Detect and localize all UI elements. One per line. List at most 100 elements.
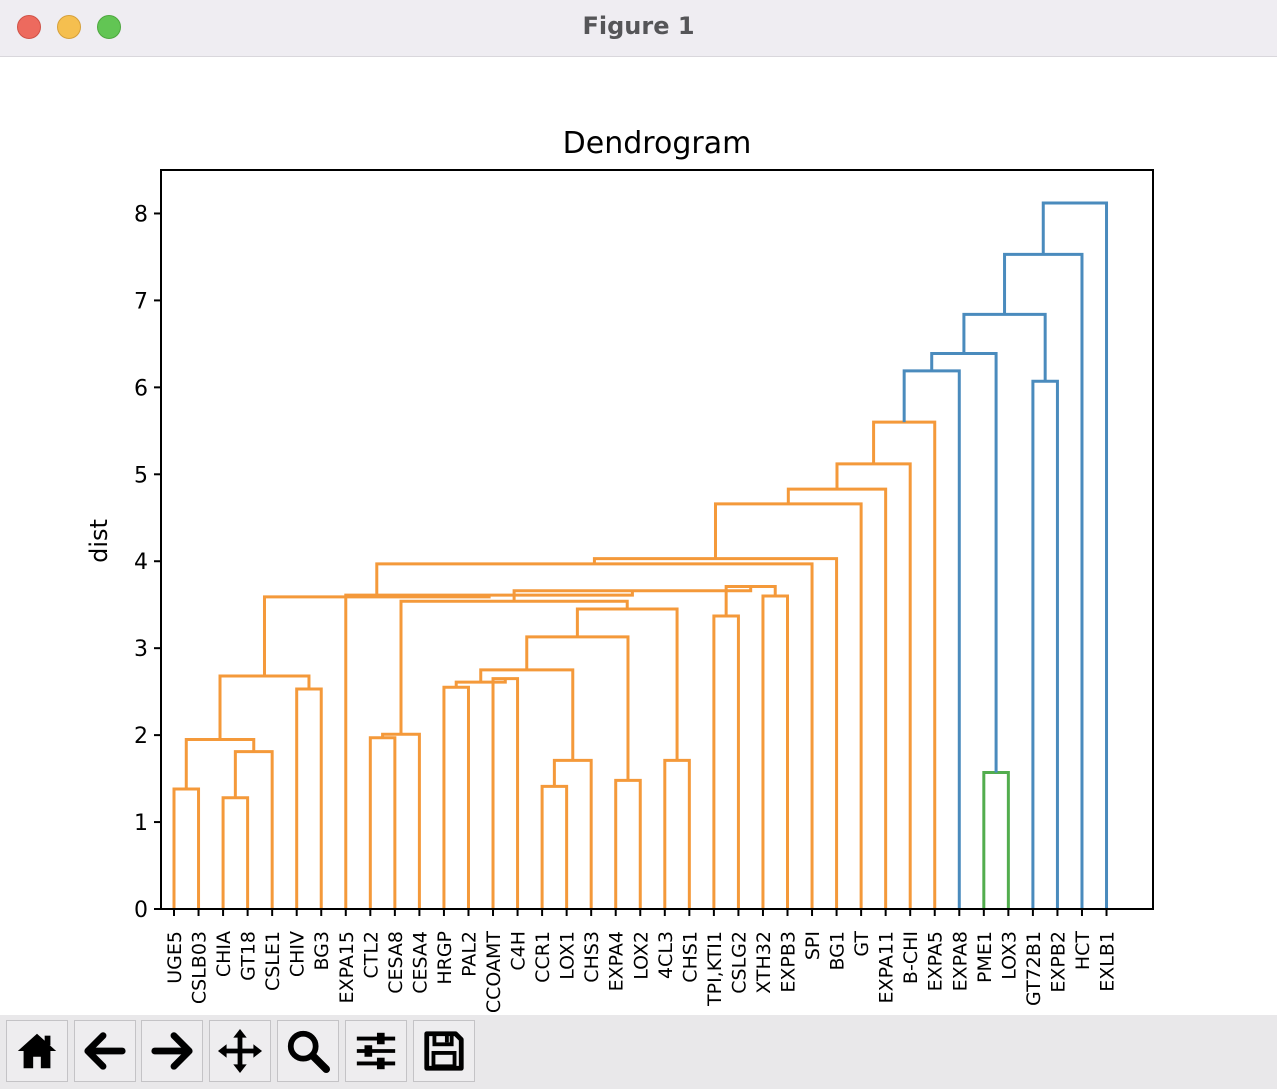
zoom-window-button[interactable] [97, 15, 121, 39]
dendrogram-link [575, 607, 679, 761]
dendrogram-link [592, 557, 839, 909]
save-button[interactable] [413, 1020, 475, 1082]
x-tick-label: CHS3 [581, 931, 603, 983]
x-tick-label: CSLE1 [262, 931, 284, 991]
x-tick-label: 4CL3 [655, 931, 677, 979]
x-tick-label: CSLB03 [189, 931, 211, 1004]
x-tick-label: HCT [1072, 931, 1094, 971]
title-bar[interactable]: Figure 1 [0, 0, 1277, 57]
x-tick-label: EXPA8 [949, 931, 971, 991]
y-tick-label: 1 [134, 811, 148, 836]
x-tick-label: PAL2 [458, 931, 480, 977]
dendrogram-link [540, 784, 569, 909]
x-tick-label: LOX1 [557, 931, 579, 980]
dendrogram-link [552, 758, 593, 909]
dendrogram-link [479, 668, 575, 761]
y-tick-label: 3 [134, 637, 148, 662]
x-tick-label: CSLG2 [728, 931, 750, 994]
y-tick-label: 6 [134, 376, 148, 401]
x-tick-label: B-CHI [900, 931, 922, 984]
dendrogram-link [1003, 252, 1084, 909]
y-axis-label: dist [85, 519, 113, 563]
dendrogram-link [614, 778, 642, 909]
x-tick-label: CESA8 [385, 931, 407, 994]
navigation-toolbar [0, 1015, 1277, 1089]
dendrogram-link [221, 796, 250, 909]
x-tick-label: EXPA11 [876, 931, 898, 1003]
x-tick-label: EXPB2 [1047, 931, 1069, 993]
dendrogram-link [262, 595, 491, 676]
x-tick-label: CESA4 [409, 931, 431, 994]
x-tick-label: CTL2 [360, 931, 382, 979]
dendrogram-link [442, 685, 470, 909]
x-tick-label: EXPA15 [336, 931, 358, 1003]
x-tick-label: UGE5 [164, 931, 186, 984]
magnifier-icon [287, 1030, 331, 1074]
dendrogram-link [761, 594, 789, 909]
dendrogram-link [1041, 201, 1109, 909]
dendrogram-link [368, 736, 397, 909]
x-tick-label: LOX2 [630, 931, 652, 980]
dendrogram-link [491, 677, 520, 909]
close-window-button[interactable] [17, 15, 41, 39]
x-tick-label: CHS1 [679, 931, 701, 983]
y-tick-label: 7 [134, 289, 148, 314]
pan-button[interactable] [209, 1020, 271, 1082]
dendrogram-link [835, 462, 912, 909]
x-tick-label: PME1 [974, 931, 996, 983]
y-tick-label: 4 [134, 550, 148, 575]
home-button[interactable] [6, 1020, 68, 1082]
x-tick-label: EXPA5 [925, 931, 947, 991]
dendrogram-link [902, 369, 961, 909]
x-tick-label: GT72B1 [1023, 931, 1045, 1006]
y-tick-label: 5 [134, 463, 148, 488]
x-tick-label: EXPB3 [778, 931, 800, 993]
y-tick-label: 8 [134, 202, 148, 227]
dendrogram-link [724, 584, 777, 617]
dendrogram-link [381, 732, 421, 909]
dendrogram-link [233, 750, 274, 909]
forward-button[interactable] [141, 1020, 203, 1082]
chart-title: Dendrogram [563, 126, 752, 161]
x-tick-label: GT18 [238, 931, 260, 981]
dendrogram-link [218, 674, 311, 740]
y-tick-label: 0 [134, 898, 148, 923]
x-tick-label: XTH32 [753, 931, 775, 994]
configure-subplots-button[interactable] [345, 1020, 407, 1082]
x-tick-label: BG1 [827, 931, 849, 971]
minimize-window-button[interactable] [57, 15, 81, 39]
dendrogram-link [172, 787, 201, 909]
sliders-icon [356, 1032, 396, 1070]
x-tick-label: CCOAMT [483, 931, 505, 1014]
dendrogram-link [525, 635, 630, 781]
x-tick-label: EXLB1 [1097, 931, 1119, 992]
dendrogram-link [982, 771, 1010, 909]
dendrogram-link [712, 614, 740, 909]
x-tick-label: CHIA [213, 931, 235, 977]
x-tick-label: LOX3 [998, 931, 1020, 980]
x-tick-label: GT [851, 931, 873, 957]
back-button[interactable] [74, 1020, 136, 1082]
plot-area: Dendrogram dist 0 1 2 3 4 5 6 7 8 UGE5 CSLB03 CHIA… [0, 57, 1277, 1015]
x-tick-label: TPI,KTI1 [704, 931, 726, 1007]
dendrogram-link [1031, 379, 1059, 909]
dendrogram-link [663, 758, 691, 909]
arrow-left-icon [84, 1032, 126, 1070]
y-tick-label: 2 [134, 724, 148, 749]
axes-frame [160, 169, 1154, 910]
dendrogram-link [344, 590, 634, 909]
dendrogram-link [399, 599, 629, 735]
dendrogram-link [872, 420, 937, 909]
dendrogram-chart: Dendrogram dist 0 1 2 3 4 5 6 7 8 UGE5 CSLB03 CHIA… [85, 126, 1154, 1013]
x-tick-label: C4H [508, 931, 530, 971]
x-tick-label: CHIV [287, 931, 309, 977]
x-axis: UGE5 CSLB03 CHIA GT18 CSLE1 CHIV BG3 EXPA15 CTL2… [164, 909, 1119, 1013]
home-icon [17, 1033, 57, 1069]
zoom-button[interactable] [277, 1020, 339, 1082]
dendrogram-links [172, 201, 1109, 909]
y-axis: 0 1 2 3 4 5 6 7 8 [134, 202, 161, 923]
dendrogram-link [184, 737, 256, 790]
dendrogram-link [375, 562, 814, 909]
x-tick-label: CCR1 [532, 931, 554, 983]
